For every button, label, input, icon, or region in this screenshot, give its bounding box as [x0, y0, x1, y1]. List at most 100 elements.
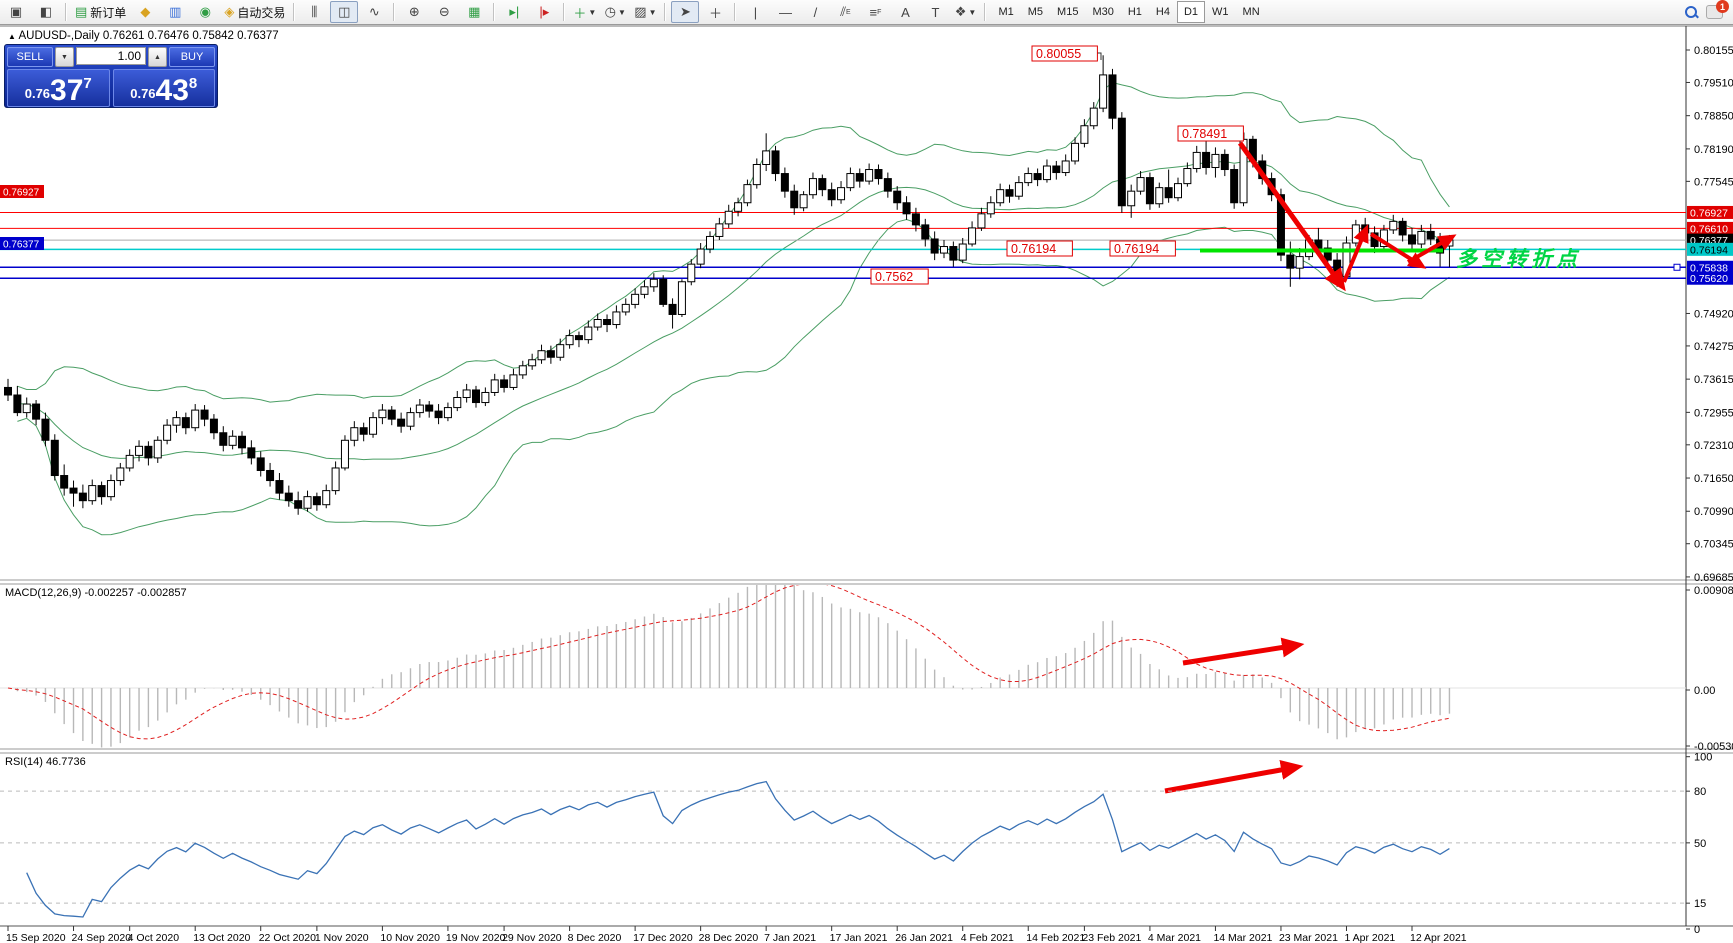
svg-text:0.75620: 0.75620 [1690, 273, 1728, 285]
svg-text:0.70345: 0.70345 [1694, 539, 1733, 551]
market-watch-icon[interactable]: ◆ [140, 4, 151, 19]
macd-label: MACD(12,26,9) -0.002257 -0.002857 [5, 587, 187, 599]
svg-text:80: 80 [1694, 786, 1706, 798]
data-window-icon[interactable]: ◧ [39, 4, 53, 19]
volume-increase-button[interactable]: ▲ [148, 47, 167, 67]
zoom-out-icon[interactable]: ⊖ [438, 4, 450, 19]
timeframe-M30[interactable]: M30 [1092, 6, 1114, 18]
timeframe-D1[interactable]: D1 [1176, 1, 1206, 23]
collapse-arrow-icon[interactable]: ▲ [8, 32, 16, 41]
price-label-box[interactable] [1177, 125, 1244, 142]
price-label-boxes[interactable]: 0.80055 0.78491 0.76194 0.76194 0.7562 0.7692… [0, 45, 1245, 285]
sell-button[interactable]: SELL [7, 47, 53, 67]
svg-text:17 Dec 2020: 17 Dec 2020 [633, 932, 693, 943]
volume-decrease-button[interactable]: ▼ [55, 47, 74, 67]
svg-text:15 Sep 2020: 15 Sep 2020 [6, 932, 66, 943]
autotrade-button[interactable]: ◈ 自动交易 [224, 4, 286, 20]
crosshair-icon[interactable]: ＋ [708, 5, 722, 21]
red-arrow[interactable] [1407, 234, 1457, 264]
text-label-icon[interactable]: T [931, 4, 940, 20]
svg-text:4 Feb 2021: 4 Feb 2021 [961, 932, 1014, 943]
svg-text:-0.005306: -0.005306 [1694, 741, 1733, 753]
panel-frames [0, 25, 1733, 927]
new-order-button[interactable]: ▤ 新订单 [75, 4, 127, 20]
signals-icon[interactable]: ◉ [199, 4, 211, 19]
timeframe-W1[interactable]: W1 [1212, 6, 1229, 18]
price-label-box[interactable] [870, 268, 929, 285]
annotations[interactable]: 多空转折点 [1164, 141, 1581, 794]
equidistant-channel-icon[interactable]: ⫽ E [840, 4, 851, 19]
buy-button[interactable]: BUY [169, 47, 215, 67]
toolbar-separator [664, 3, 667, 21]
toolbar-right: 1 [1685, 0, 1733, 19]
svg-text:0.76194: 0.76194 [1114, 242, 1159, 256]
svg-text:0.75838: 0.75838 [1690, 262, 1728, 274]
cn-annotation-text[interactable]: 多空转折点 [1456, 247, 1581, 271]
svg-text:50: 50 [1694, 838, 1706, 850]
bar-chart-icon[interactable]: ⫼ [311, 4, 318, 19]
left-price-badge [0, 185, 44, 198]
tile-windows-icon[interactable]: ▦ [468, 4, 481, 19]
navigator-icon[interactable]: ▥ [169, 4, 182, 19]
price-label-box[interactable] [1031, 45, 1098, 62]
periods-icon[interactable]: ◷ ▼ [604, 4, 626, 19]
rsi-indicator: RSI(14) 46.7736 100 80 50 15 0 [0, 752, 1712, 936]
text-icon[interactable]: A [901, 4, 910, 20]
vertical-line-icon[interactable]: | [753, 4, 758, 20]
search-icon[interactable] [1685, 5, 1698, 19]
timeframe-M15[interactable]: M15 [1057, 6, 1079, 18]
auto-scroll-icon[interactable]: ▸| [509, 4, 520, 19]
chart-title-text: AUDUSD-,Daily 0.76261 0.76476 0.75842 0.… [18, 30, 279, 42]
notification-badge: 1 [1716, 0, 1729, 13]
red-arrow[interactable] [1237, 141, 1346, 292]
timeframe-M1[interactable]: M1 [998, 6, 1014, 18]
horizontal-line-icon[interactable]: — [778, 4, 792, 20]
timeframe-MN[interactable]: MN [1242, 6, 1260, 18]
horizontal-line-objects[interactable] [0, 211, 1686, 279]
toolbar-separator [563, 3, 566, 21]
add-indicator-icon[interactable]: ＋ ▼ [573, 5, 597, 21]
price-axis[interactable]: 0.80155 0.79510 0.78850 0.78190 0.77545 0.749… [1686, 45, 1733, 584]
trendline-icon[interactable]: / [813, 4, 818, 20]
fibonacci-icon[interactable]: ≡ F [869, 4, 882, 20]
timeframe-M5[interactable]: M5 [1027, 6, 1044, 18]
svg-text:0.00: 0.00 [1694, 685, 1715, 697]
timeframe-H1[interactable]: H1 [1127, 6, 1142, 18]
main-toolbar: ▣ ◧ ▤ 新订单 ◆ ▥ ◉ ◈ 自动交易 ⫼ ◫ ∿ ⊕ ⊖ ▦ ▸| |▸… [0, 0, 1733, 25]
red-arrow[interactable] [1342, 224, 1369, 283]
left-price-badge [0, 237, 44, 250]
svg-text:0.74275: 0.74275 [1694, 341, 1733, 353]
notifications-icon[interactable]: 1 [1706, 0, 1729, 19]
svg-text:4 Oct 2020: 4 Oct 2020 [128, 932, 180, 943]
new-order-label: 新订单 [90, 5, 127, 20]
volume-input[interactable] [76, 47, 146, 65]
svg-text:0.76610: 0.76610 [1690, 223, 1728, 235]
toolbar-separator [293, 3, 296, 21]
red-arrow[interactable] [1182, 637, 1305, 666]
svg-text:10 Nov 2020: 10 Nov 2020 [380, 932, 440, 943]
chart-window-icon[interactable]: ▣ [9, 4, 23, 19]
line-handle[interactable] [1673, 263, 1681, 271]
red-arrow[interactable] [1164, 760, 1304, 794]
templates-icon[interactable]: ▨ ▼ [634, 4, 657, 19]
candlestick-chart-icon[interactable]: ◫ [330, 1, 359, 23]
sell-price-display[interactable]: 0.76 37 7 [7, 69, 110, 107]
price-label-box[interactable] [1006, 240, 1073, 257]
cursor-icon[interactable]: ➤ [671, 1, 700, 23]
zoom-in-icon[interactable]: ⊕ [408, 4, 420, 19]
chart-shift-icon[interactable]: |▸ [539, 4, 550, 19]
buy-price-display[interactable]: 0.76 43 8 [112, 69, 215, 107]
svg-text:0.80055: 0.80055 [1036, 47, 1081, 61]
price-label-box[interactable] [1109, 240, 1176, 257]
svg-text:0.009081: 0.009081 [1694, 585, 1733, 597]
svg-text:12 Apr 2021: 12 Apr 2021 [1410, 932, 1467, 943]
svg-text:0.76927: 0.76927 [3, 188, 40, 199]
shapes-icon[interactable]: ❖ ▼ [954, 4, 977, 19]
buy-price-pip: 8 [188, 75, 198, 92]
line-chart-icon[interactable]: ∿ [368, 4, 380, 19]
timeframe-H4[interactable]: H4 [1155, 6, 1170, 18]
